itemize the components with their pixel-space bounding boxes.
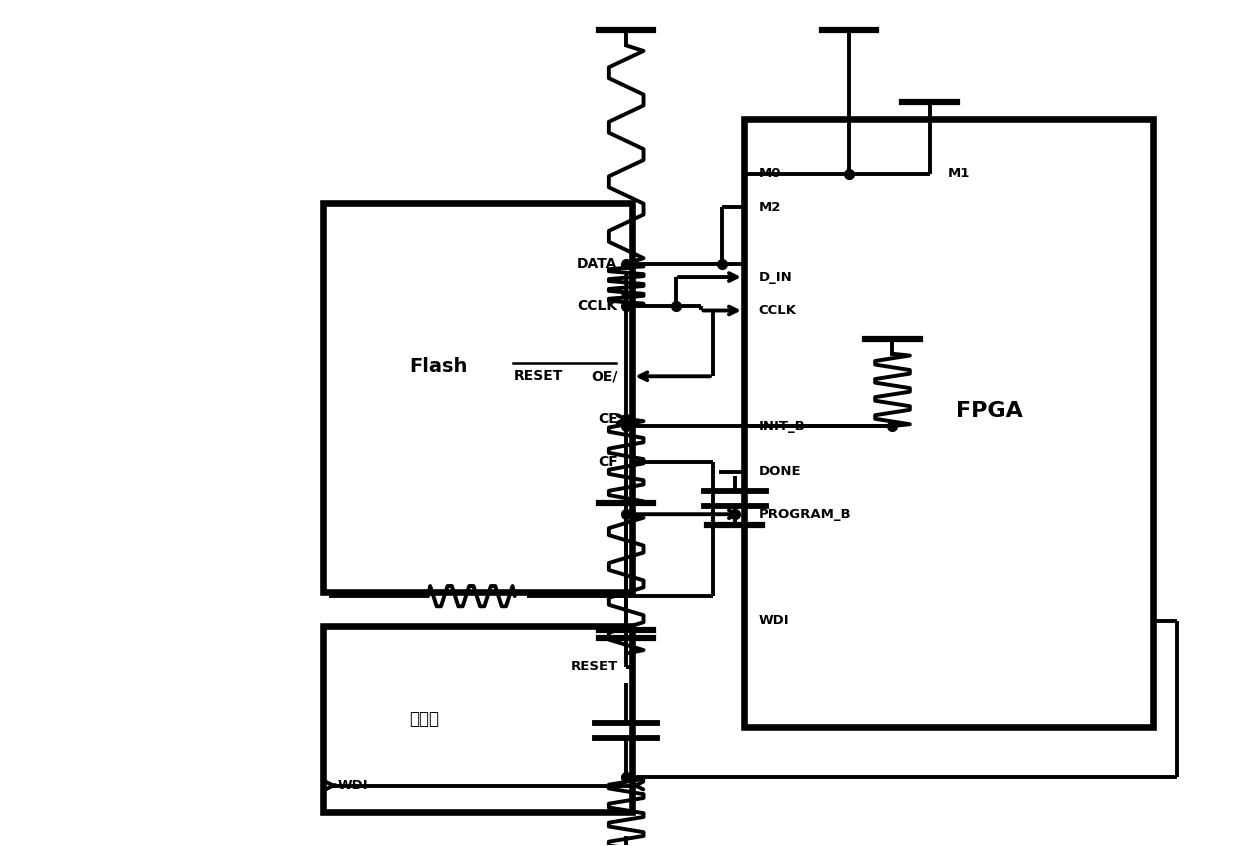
Text: WDI: WDI: [759, 614, 790, 627]
Text: CCLK: CCLK: [759, 304, 797, 317]
Text: RESET: RESET: [513, 370, 563, 383]
Text: RESET: RESET: [570, 660, 618, 673]
Text: DATA: DATA: [577, 256, 618, 271]
Text: WDI: WDI: [337, 779, 368, 792]
Text: 石门狗: 石门狗: [409, 710, 439, 728]
Text: FPGA: FPGA: [956, 401, 1023, 420]
Text: CCLK: CCLK: [578, 299, 618, 313]
Text: INIT_B: INIT_B: [759, 420, 806, 432]
Text: PROGRAM_B: PROGRAM_B: [759, 508, 852, 521]
Text: M0: M0: [759, 168, 781, 180]
Text: DONE: DONE: [759, 465, 801, 478]
Text: Flash: Flash: [409, 357, 467, 376]
Text: CE: CE: [598, 412, 618, 426]
Text: M2: M2: [759, 201, 781, 214]
Text: D_IN: D_IN: [759, 271, 792, 283]
Text: OE/: OE/: [591, 370, 618, 383]
Bar: [744, 119, 1153, 727]
Bar: [322, 203, 632, 592]
Bar: [322, 626, 632, 811]
Text: M1: M1: [949, 168, 971, 180]
Text: CF: CF: [598, 455, 618, 469]
